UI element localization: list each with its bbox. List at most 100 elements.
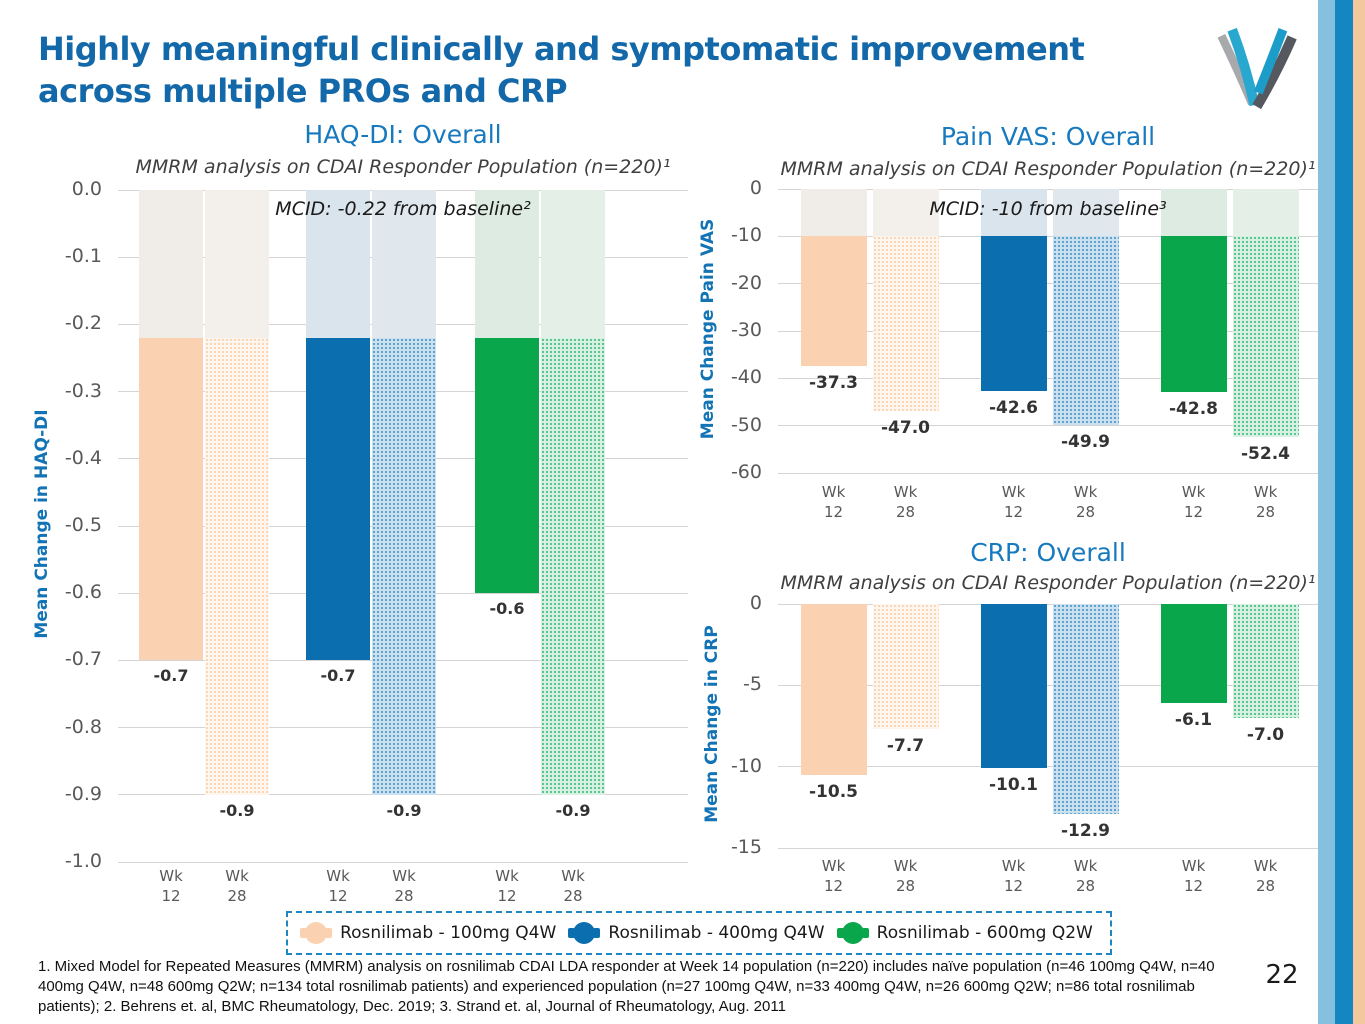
page-title-line2: across multiple PROs and CRP [38,72,568,111]
x-tick-line: 12 [1003,503,1024,522]
haqdi-value-label: -0.9 [219,800,255,820]
pain-x-tick-label: Wk 12 [1154,482,1234,523]
page-title: Highly meaningful clinically and symptom… [38,28,1085,112]
pain-bar-mcid-zone [1160,189,1227,237]
pain-y-tick-label: -40 [730,366,762,389]
haqdi-y-tick-label: -0.4 [64,446,102,469]
haqdi-x-tick-label: Wk 28 [197,866,277,907]
pain-bar-wk12 [800,236,867,366]
haqdi-bar-wk12 [306,337,370,661]
x-tick-line: Wk [225,867,249,885]
haqdi-gridline [118,794,688,796]
pain-x-tick-label: Wk 28 [1046,482,1126,523]
crp-value-label: -7.0 [1246,724,1285,745]
edge-stripe-peach [1353,0,1365,1024]
x-tick-line: 12 [1183,503,1204,522]
haqdi-y-tick-label: 0.0 [71,178,102,200]
pain-value-label: -42.6 [989,397,1038,418]
pain-bar-wk12 [980,236,1047,391]
chart-haqdi: HAQ-DI: Overall MMRM analysis on CDAI Res… [0,112,700,920]
haqdi-y-tick-label: -0.9 [64,782,102,805]
legend-label: Rosnilimab - 100mg Q4W [340,923,557,943]
haqdi-bar-wk28 [372,337,436,795]
x-tick-line: 12 [161,887,181,906]
crp-x-tick-label: Wk 28 [866,856,946,897]
crp-value-label: -12.9 [1061,820,1110,841]
haqdi-y-tick-label: -0.1 [64,245,102,268]
x-tick-line: Wk [821,857,846,875]
x-tick-line: Wk [893,483,918,501]
crp-gridline [778,684,1318,686]
haqdi-value-label: -0.9 [555,800,591,820]
crp-bar-wk12 [800,604,867,775]
x-tick-line: Wk [159,867,183,885]
haqdi-x-tick-label: Wk 28 [533,866,613,907]
crp-gridline [778,847,1318,849]
chart-crp: CRP: Overall MMRM analysis on CDAI Respon… [690,528,1365,918]
crp-chart-title: CRP: Overall [970,538,1126,567]
pain-y-tick-label: -20 [730,271,762,294]
edge-stripe-light-blue [1318,0,1335,1024]
x-tick-line: Wk [326,867,350,885]
haqdi-value-label: -0.7 [153,666,189,686]
logo-dark-stroke [1252,35,1297,110]
pain-gridline [778,283,1318,285]
haqdi-bar-wk12 [139,337,203,661]
crp-value-label: -10.1 [989,775,1038,796]
crp-x-tick-label: Wk 12 [1154,856,1234,897]
footnotes: 1. Mixed Model for Repeated Measures (MM… [38,958,1215,1015]
haqdi-value-label: -0.7 [320,666,356,686]
x-tick-line: 12 [1003,877,1024,896]
crp-bar-wk28 [1052,604,1119,814]
crp-y-tick-label: -5 [743,673,762,696]
crp-value-label: -10.5 [809,781,858,802]
crp-value-label: -7.7 [886,736,925,757]
pain-gridline [778,235,1318,237]
pain-value-label: -47.0 [881,418,930,439]
pain-bar-wk28 [1052,236,1119,426]
legend-label: Rosnilimab - 400mg Q4W [608,923,825,943]
x-tick-line: 28 [227,887,247,906]
haqdi-value-label: -0.6 [489,599,525,619]
logo-teal-left-stroke [1227,27,1260,107]
pain-bar-wk12 [1160,236,1227,392]
haqdi-value-label: -0.9 [386,800,422,820]
crp-gridline [778,766,1318,768]
haqdi-bar-mcid-zone [205,190,269,338]
x-tick-line: 12 [497,887,517,906]
crp-bar-wk12 [980,604,1047,769]
company-logo [1217,27,1297,110]
pain-gridline [778,425,1318,427]
crp-x-tick-label: Wk 12 [794,856,874,897]
haqdi-x-tick-label: Wk 28 [364,866,444,907]
pain-y-tick-label: -30 [730,319,762,341]
crp-x-tick-label: Wk 28 [1046,856,1126,897]
legend-marker-icon [568,922,601,944]
logo-teal-right-stroke [1254,28,1288,95]
crp-value-label: -6.1 [1174,710,1213,731]
haqdi-bar-wk28 [205,337,269,795]
x-tick-line: 12 [823,503,844,522]
x-tick-line: 28 [394,887,414,906]
pain-mcid-annotation: MCID: -10 from baseline³ [929,198,1167,220]
pain-gridline [778,472,1318,474]
x-tick-line: Wk [561,867,585,885]
legend-marker-icon [300,922,333,944]
haqdi-x-tick-label: Wk 12 [298,866,378,907]
crp-y-tick-label: 0 [749,592,762,614]
crp-y-tick-label: -10 [730,754,762,777]
haqdi-y-tick-label: -1.0 [64,850,102,872]
page-title-line1: Highly meaningful clinically and symptom… [38,30,1085,68]
haqdi-x-tick-label: Wk 12 [131,866,211,907]
haqdi-x-tick-label: Wk 12 [467,866,547,907]
x-tick-line: Wk [1073,483,1098,501]
x-tick-line: Wk [1001,483,1026,501]
pain-x-tick-label: Wk 28 [1226,482,1306,523]
crp-y-tick-label: -15 [730,836,762,858]
page-number: 22 [1265,960,1299,990]
haqdi-bar-mcid-zone [306,190,370,338]
haqdi-y-tick-label: -0.6 [64,581,102,604]
pain-gridline [778,377,1318,379]
chart-pain-vas: Pain VAS: Overall MMRM analysis on CDAI R… [690,112,1365,532]
